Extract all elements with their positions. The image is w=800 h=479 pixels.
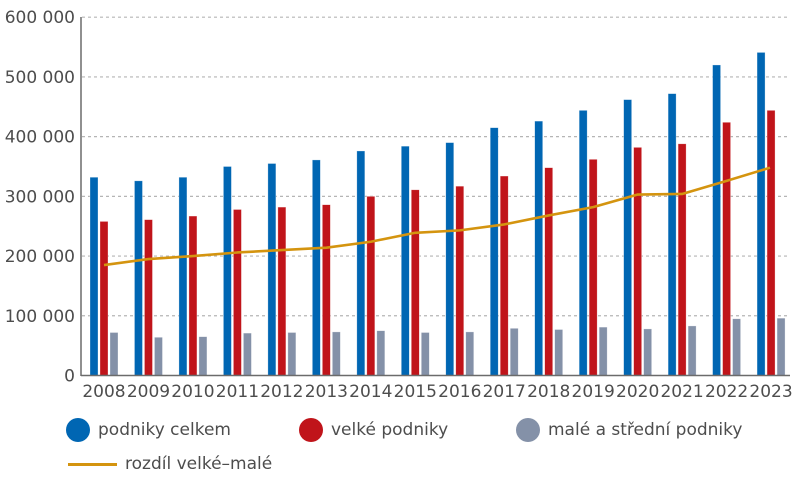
bar-large xyxy=(544,167,554,376)
bar-small-medium xyxy=(198,336,208,376)
legend-swatch-red-icon xyxy=(299,418,323,442)
bar-large xyxy=(677,143,687,376)
bar-total xyxy=(89,176,99,376)
bars xyxy=(89,52,786,376)
bar-total xyxy=(578,110,588,376)
difference-line xyxy=(103,166,771,267)
bar-large xyxy=(366,196,376,376)
bar-large xyxy=(144,219,153,376)
x-tick-label: 2016 xyxy=(438,382,481,402)
bar-small-medium xyxy=(154,336,163,376)
bar-large xyxy=(188,215,198,376)
y-tick-label: 500 000 xyxy=(5,68,75,88)
bar-small-medium xyxy=(643,328,652,376)
x-tick-label: 2014 xyxy=(349,382,392,402)
bar-small-medium xyxy=(465,331,475,376)
bar-small-medium xyxy=(598,326,608,376)
bar-small-medium xyxy=(687,325,697,376)
legend-item-large: velké podniky xyxy=(299,418,448,442)
legend-line-swatch-icon xyxy=(68,462,117,466)
x-tick-label: 2009 xyxy=(127,382,170,402)
bar-total xyxy=(356,150,366,376)
difference-line-group xyxy=(103,166,771,267)
bar-total xyxy=(712,64,721,376)
x-tick-label: 2023 xyxy=(749,382,792,402)
bar-large xyxy=(410,189,420,376)
bar-small-medium xyxy=(243,332,252,376)
bar-small-medium xyxy=(109,332,119,376)
bar-total xyxy=(178,176,188,376)
y-tick-label: 200 000 xyxy=(5,247,75,267)
legend-item-total: podniky celkem xyxy=(66,418,231,442)
x-tick-label: 2015 xyxy=(394,382,437,402)
bar-total xyxy=(312,159,321,376)
bar-small-medium xyxy=(420,332,430,376)
bar-large xyxy=(455,185,465,376)
legend-label: podniky celkem xyxy=(98,420,231,440)
bar-total xyxy=(223,166,232,376)
x-tick-label: 2011 xyxy=(216,382,259,402)
y-tick-label: 300 000 xyxy=(5,187,75,207)
bar-total xyxy=(756,52,766,376)
bar-total xyxy=(489,127,499,376)
bar-small-medium xyxy=(554,329,564,376)
bar-total xyxy=(534,120,544,376)
bar-total xyxy=(267,163,277,376)
bar-total xyxy=(667,93,677,376)
bar-small-medium xyxy=(732,318,741,376)
bar-large xyxy=(233,209,242,376)
bar-total xyxy=(400,145,410,376)
bar-large xyxy=(766,110,776,376)
x-tick-label: 2018 xyxy=(527,382,570,402)
bar-large xyxy=(588,159,598,376)
bar-small-medium xyxy=(287,332,297,376)
bar-large xyxy=(722,122,731,376)
bar-small-medium xyxy=(776,317,786,376)
bar-small-medium xyxy=(376,330,386,376)
bar-total xyxy=(623,99,632,376)
legend-swatch-gray-icon xyxy=(516,418,540,442)
x-tick-label: 2022 xyxy=(705,382,748,402)
bar-large xyxy=(499,175,509,376)
legend-item-small-medium: malé a střední podniky xyxy=(516,418,742,442)
bar-large xyxy=(277,206,287,376)
bar-large xyxy=(99,221,109,376)
x-tick-label: 2019 xyxy=(572,382,615,402)
bar-small-medium xyxy=(509,328,519,376)
y-tick-label: 0 xyxy=(64,367,75,387)
bar-large xyxy=(322,204,331,376)
y-tick-label: 400 000 xyxy=(5,128,75,148)
x-tick-label: 2010 xyxy=(171,382,214,402)
x-tick-label: 2020 xyxy=(616,382,659,402)
legend-label: velké podniky xyxy=(331,420,449,440)
bar-large xyxy=(633,147,642,376)
y-axis-ticks: 0 100 000 200 000 300 000 400 000 500 000 600 … xyxy=(5,8,75,386)
y-tick-label: 600 000 xyxy=(5,8,75,28)
x-tick-label: 2012 xyxy=(260,382,303,402)
x-axis-ticks: 2008 2009 2010 2011 2012 2013 2014 2015 2016 2017… xyxy=(82,382,792,402)
bar-total xyxy=(445,142,455,376)
legend-item-difference: rozdíl velké–malé xyxy=(68,454,272,474)
x-tick-label: 2008 xyxy=(82,382,125,402)
x-tick-label: 2021 xyxy=(660,382,703,402)
legend-label: malé a střední podniky xyxy=(548,420,743,440)
y-tick-label: 100 000 xyxy=(5,307,75,327)
x-tick-label: 2013 xyxy=(305,382,348,402)
bar-small-medium xyxy=(332,331,341,376)
bar-total xyxy=(134,180,143,376)
x-tick-label: 2017 xyxy=(483,382,526,402)
legend-label: rozdíl velké–malé xyxy=(125,454,273,474)
legend-swatch-blue-icon xyxy=(66,418,90,442)
